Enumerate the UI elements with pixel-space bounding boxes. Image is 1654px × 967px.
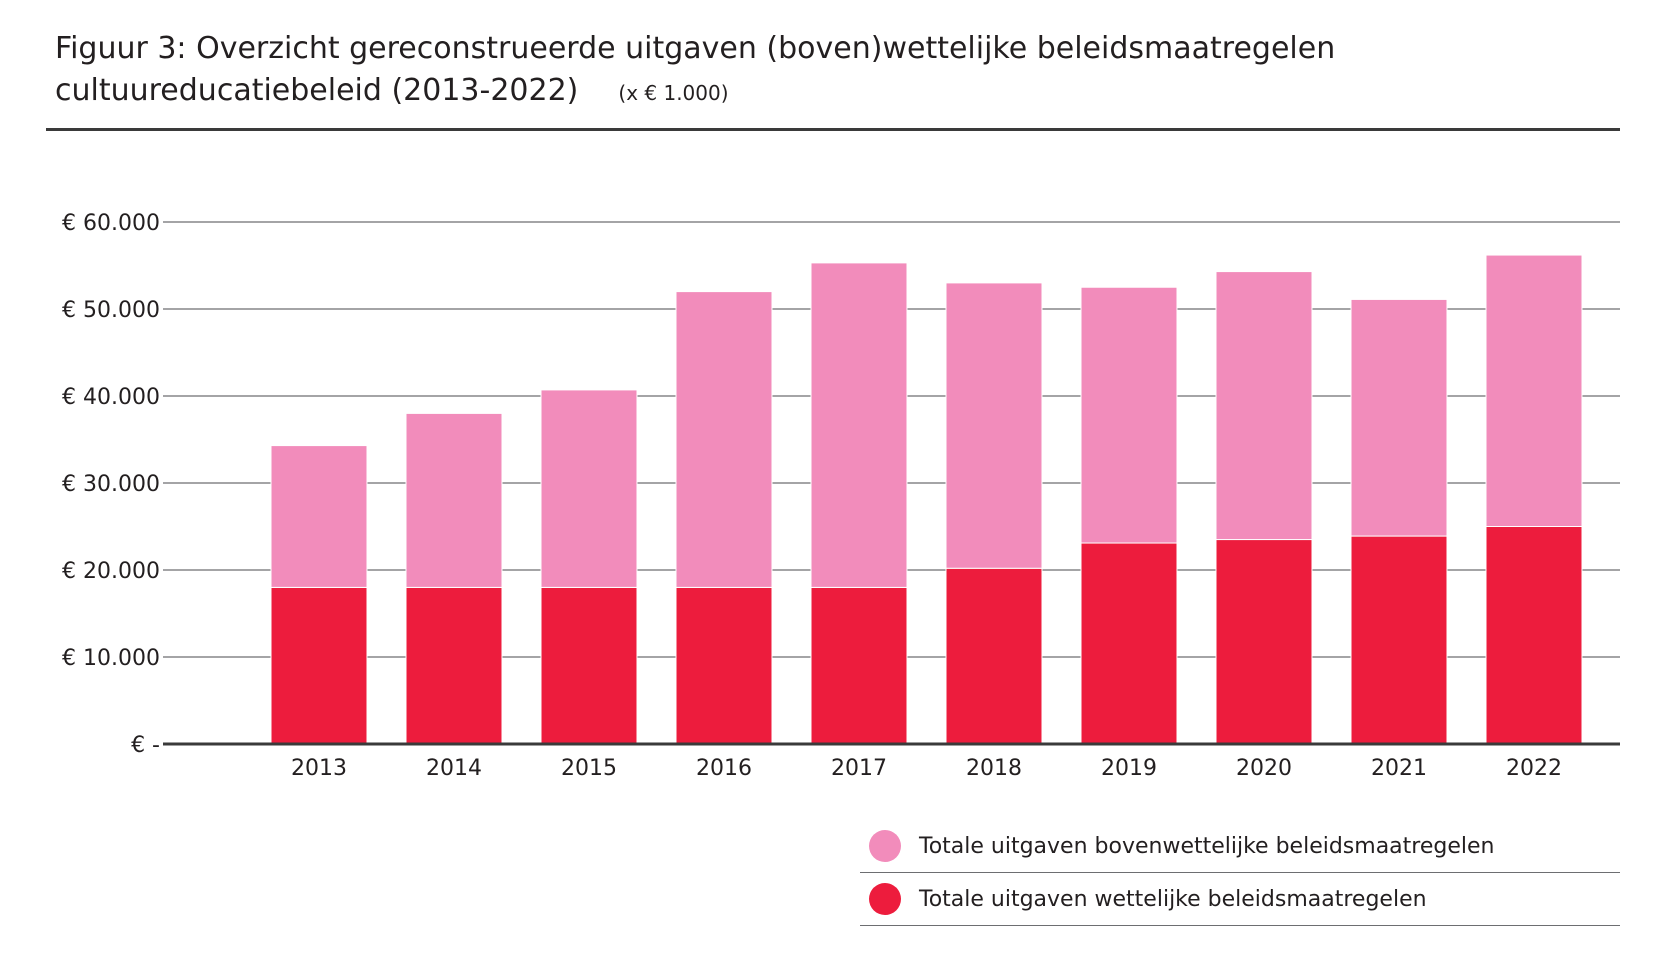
bar-segment-statutory bbox=[1215, 539, 1313, 745]
x-tick-label: 2014 bbox=[426, 756, 482, 781]
x-tick-label: 2015 bbox=[561, 756, 617, 781]
x-tick-label: 2013 bbox=[291, 756, 347, 781]
bar-segment-above-statutory bbox=[810, 262, 908, 588]
title-line-2: cultuureducatiebeleid (2013-2022) (x € 1.… bbox=[55, 70, 1615, 114]
bar-segment-statutory bbox=[810, 586, 908, 745]
x-tick-label: 2021 bbox=[1371, 756, 1427, 781]
legend: Totale uitgaven bovenwettelijke beleidsm… bbox=[860, 820, 1620, 926]
y-tick-label: € 60.000 bbox=[62, 211, 160, 236]
bar-segment-above-statutory bbox=[1080, 286, 1178, 544]
title-line-2-text: cultuureducatiebeleid (2013-2022) bbox=[55, 73, 579, 108]
x-tick-label: 2020 bbox=[1236, 756, 1292, 781]
bar-segment-statutory bbox=[1350, 535, 1448, 745]
y-tick-label: € 30.000 bbox=[62, 472, 160, 497]
bar-segment-statutory bbox=[1080, 542, 1178, 745]
y-tick-label: € - bbox=[131, 733, 160, 758]
legend-item-above-statutory: Totale uitgaven bovenwettelijke beleidsm… bbox=[860, 820, 1620, 873]
y-tick-label: € 40.000 bbox=[62, 385, 160, 410]
bar-segment-statutory bbox=[270, 586, 368, 745]
bar-segment-above-statutory bbox=[405, 412, 503, 588]
bar-segment-above-statutory bbox=[945, 282, 1043, 569]
bar-segment-statutory bbox=[675, 586, 773, 745]
x-tick-label: 2018 bbox=[966, 756, 1022, 781]
legend-label-above-statutory: Totale uitgaven bovenwettelijke beleidsm… bbox=[919, 833, 1495, 859]
bar-segment-statutory bbox=[945, 567, 1043, 745]
bar-segment-above-statutory bbox=[1350, 298, 1448, 537]
x-tick-label: 2022 bbox=[1506, 756, 1562, 781]
title-line-1: Figuur 3: Overzicht gereconstrueerde uit… bbox=[55, 31, 1336, 66]
bar-segment-above-statutory bbox=[675, 291, 773, 588]
x-tick-label: 2019 bbox=[1101, 756, 1157, 781]
title-divider bbox=[46, 128, 1620, 131]
bar-segment-above-statutory bbox=[270, 445, 368, 588]
x-tick-label: 2016 bbox=[696, 756, 752, 781]
y-tick-label: € 50.000 bbox=[62, 298, 160, 323]
legend-swatch-statutory bbox=[869, 883, 901, 915]
bar-segment-statutory bbox=[1485, 526, 1583, 745]
bar-segment-above-statutory bbox=[540, 389, 638, 588]
y-tick-label: € 20.000 bbox=[62, 559, 160, 584]
bar-segment-statutory bbox=[540, 586, 638, 745]
legend-label-statutory: Totale uitgaven wettelijke beleidsmaatre… bbox=[919, 886, 1427, 912]
bar-segment-statutory bbox=[405, 586, 503, 745]
chart-title: Figuur 3: Overzicht gereconstrueerde uit… bbox=[55, 28, 1615, 114]
legend-swatch-above-statutory bbox=[869, 830, 901, 862]
unit-label: (x € 1.000) bbox=[618, 81, 729, 105]
bar-segment-above-statutory bbox=[1215, 271, 1313, 541]
stacked-bar-chart: € - € 10.000 € 20.000 € 30.000 € 40.000 € 50.… bbox=[62, 211, 1620, 781]
bar-segment-above-statutory bbox=[1485, 254, 1583, 527]
x-tick-label: 2017 bbox=[831, 756, 887, 781]
legend-item-statutory: Totale uitgaven wettelijke beleidsmaatre… bbox=[860, 873, 1620, 926]
y-tick-label: € 10.000 bbox=[62, 646, 160, 671]
